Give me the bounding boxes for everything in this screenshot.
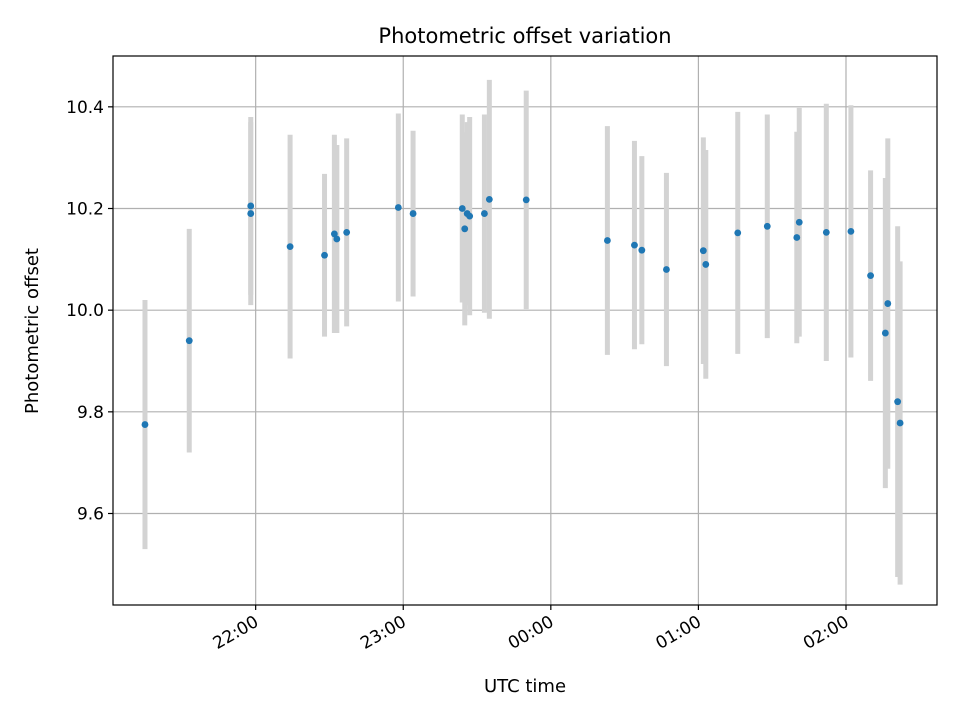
data-point [458, 205, 466, 212]
data-point [522, 196, 530, 204]
data-point [896, 419, 904, 427]
data-point [481, 210, 488, 217]
data-point [185, 337, 193, 345]
data-point [466, 212, 474, 220]
y-axis-label: Photometric offset [22, 248, 43, 414]
data-point [141, 421, 149, 428]
data-point [795, 218, 803, 226]
data-point [847, 227, 855, 235]
data-point [330, 230, 338, 238]
data-point [638, 246, 646, 254]
data-point [884, 300, 892, 307]
data-point [333, 235, 341, 243]
data-point [286, 243, 294, 251]
data-point [663, 266, 670, 273]
data-point [247, 202, 255, 210]
data-point [867, 272, 874, 279]
data-point [409, 210, 417, 217]
data-points [141, 195, 904, 428]
data-point [734, 229, 742, 237]
data-point [461, 225, 469, 233]
data-point [485, 195, 493, 203]
data-point [881, 329, 889, 337]
data-point [699, 247, 707, 255]
data-point [631, 241, 638, 249]
chart-title: Photometric offset variation [378, 24, 671, 48]
y-tick-label: 10.4 [66, 98, 104, 118]
data-point [394, 204, 402, 211]
plot-frame [112, 55, 938, 606]
data-point [894, 398, 902, 406]
data-point [702, 261, 710, 268]
data-point [763, 222, 771, 230]
y-tick-label: 10.0 [66, 301, 104, 321]
y-axis-ticks: 9.6 9.8 10.0 10.2 10.4 [66, 98, 113, 525]
data-point [822, 228, 830, 236]
x-axis-label: UTC time [484, 676, 566, 697]
data-point [604, 237, 611, 244]
data-point [247, 210, 255, 217]
data-point [343, 228, 351, 236]
data-point [321, 251, 328, 259]
y-tick-label: 9.6 [77, 505, 104, 525]
y-tick-label: 10.2 [66, 200, 104, 220]
data-point [793, 234, 801, 241]
y-tick-label: 9.8 [77, 403, 104, 423]
